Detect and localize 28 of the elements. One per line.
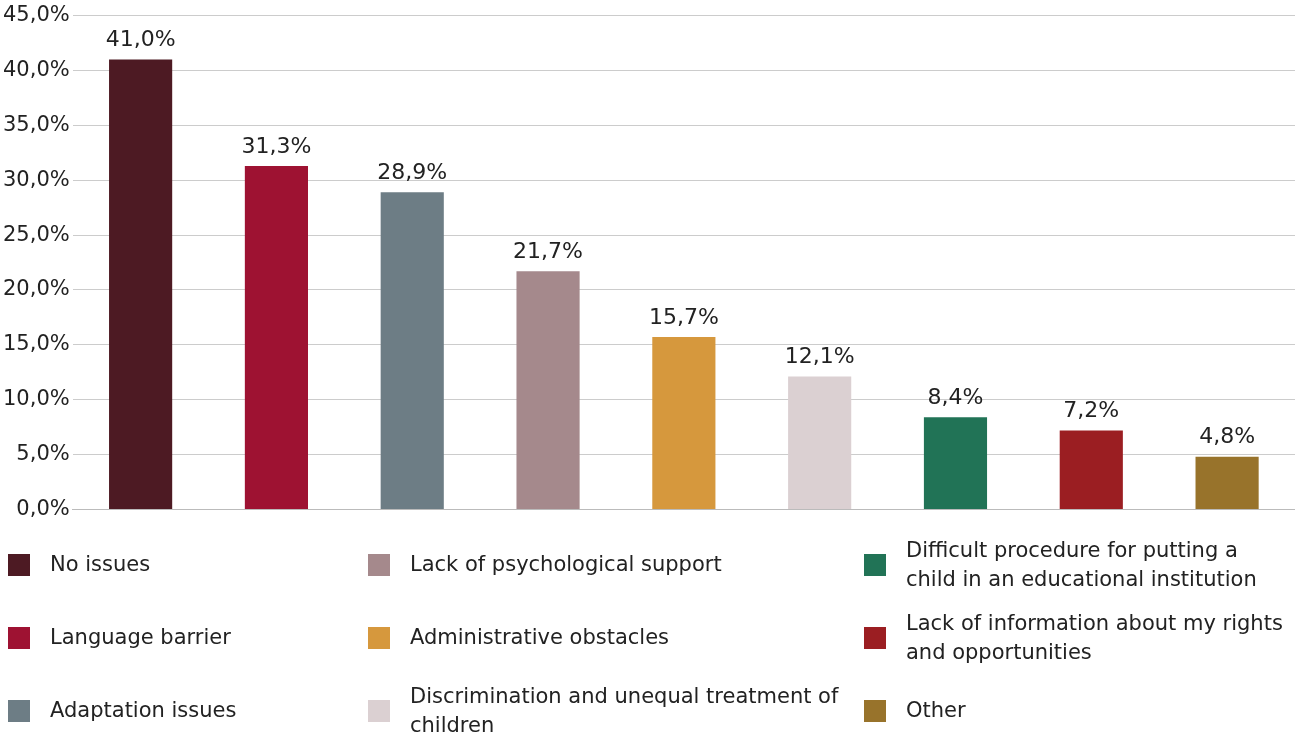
legend-label: Other bbox=[906, 697, 966, 724]
y-tick-label: 40,0% bbox=[2, 56, 70, 81]
data-label: 31,3% bbox=[241, 132, 312, 158]
legend-label: Administrative obstacles bbox=[410, 624, 669, 651]
y-tick-label: 30,0% bbox=[2, 166, 70, 191]
y-tick-label: 20,0% bbox=[2, 276, 70, 301]
legend-label: Difficult procedure for putting a child in an educational institution bbox=[906, 536, 1258, 593]
data-label: 41,0% bbox=[105, 26, 176, 52]
data-label: 8,4% bbox=[927, 383, 984, 409]
legend-label: No issues bbox=[50, 551, 151, 578]
legend-label: Lack of psychological support bbox=[410, 551, 722, 578]
data-label: 7,2% bbox=[1063, 397, 1120, 423]
data-label: 28,9% bbox=[377, 158, 448, 184]
y-tick-label: 35,0% bbox=[2, 111, 70, 136]
y-tick-label: 25,0% bbox=[2, 221, 70, 246]
data-label: 21,7% bbox=[513, 238, 583, 263]
data-label: 12,1% bbox=[784, 343, 855, 369]
legend-label: Adaptation issues bbox=[50, 697, 237, 724]
y-tick-label: 5,0% bbox=[16, 440, 70, 465]
y-tick-label: 45,0% bbox=[2, 2, 70, 27]
legend-label: Discrimination and unequal treatment of children bbox=[410, 682, 840, 733]
y-tick-label: 0,0% bbox=[16, 495, 70, 520]
legend-label: Language barrier bbox=[50, 624, 231, 651]
data-label: 15,7% bbox=[648, 303, 719, 329]
data-label: 4,8% bbox=[1199, 423, 1256, 449]
y-tick-label: 15,0% bbox=[2, 331, 70, 356]
legend-label: Lack of information about my rights and opportunities bbox=[906, 609, 1284, 666]
y-tick-label: 10,0% bbox=[2, 386, 70, 411]
